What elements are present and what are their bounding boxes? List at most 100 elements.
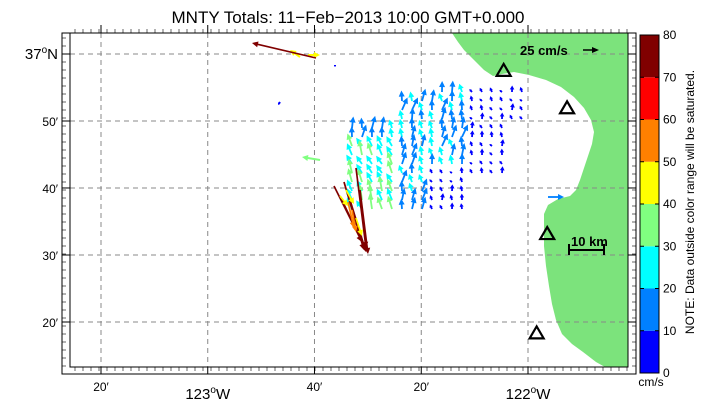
current-vector-head — [479, 148, 485, 153]
current-vector-head — [439, 168, 443, 173]
current-vector-head — [459, 185, 464, 190]
radar-station-icon — [494, 61, 513, 77]
current-vector-head — [421, 178, 428, 186]
current-vector-head — [314, 52, 320, 58]
current-vector-head — [449, 90, 456, 97]
current-vector-head — [349, 116, 356, 123]
colorbar-segment — [640, 77, 659, 120]
lon-tick-label: 20′ — [413, 380, 429, 394]
current-vector-head — [418, 145, 425, 152]
current-vector-head — [418, 119, 424, 126]
current-vector-head — [346, 143, 353, 150]
current-vector-head — [356, 155, 363, 163]
current-vector-head — [429, 168, 433, 172]
current-vector-head — [499, 131, 504, 136]
current-vector-head — [448, 108, 455, 116]
current-vector-head — [450, 116, 457, 123]
current-vector-head — [408, 91, 415, 98]
current-vector-head — [459, 176, 464, 181]
current-vector-head — [449, 80, 456, 87]
current-vector-head — [346, 179, 353, 187]
colorbar-segment — [640, 204, 659, 247]
current-vector-head — [408, 174, 414, 180]
current-vector-head — [361, 124, 368, 132]
current-vector — [355, 217, 362, 233]
lat-tick-label: 50′ — [42, 115, 58, 129]
current-vector-head — [438, 156, 444, 163]
current-vector-head — [499, 107, 502, 110]
current-vector-head — [479, 160, 483, 164]
current-vector-head — [357, 140, 364, 147]
current-vector-head — [499, 160, 503, 164]
current-vector-head — [449, 184, 455, 189]
current-vector-head — [458, 83, 464, 90]
current-vector-head — [479, 98, 482, 101]
colorbar-segment — [640, 246, 659, 289]
colorbar-tick-label: 20 — [663, 282, 677, 296]
current-vector-head — [449, 202, 455, 207]
current-vector-head — [398, 90, 405, 97]
colorbar-tick-label: 70 — [663, 70, 677, 84]
current-vector-head — [469, 130, 475, 135]
current-vector — [347, 201, 355, 225]
colorbar-tick-label: 40 — [663, 197, 677, 211]
map-title: MNTY Totals: 11−Feb−2013 10:00 GMT+0.000 — [172, 8, 525, 27]
current-vector — [355, 167, 367, 245]
current-vector-head — [442, 133, 448, 141]
current-vector-head — [358, 117, 365, 124]
current-vector-head — [386, 136, 392, 143]
current-vector-head — [519, 86, 524, 91]
current-vector-head — [489, 116, 492, 119]
current-vector-head — [366, 135, 373, 143]
current-vector-head — [442, 97, 448, 105]
coastline-land — [452, 33, 628, 367]
current-vector-head — [376, 155, 383, 163]
current-vector-head — [519, 99, 522, 102]
current-vectors — [252, 41, 564, 254]
current-vector-head — [386, 151, 393, 159]
colorbar-segment — [640, 119, 659, 162]
current-vector-head — [489, 169, 493, 173]
current-vector-head — [408, 117, 415, 124]
current-vector-head — [448, 101, 454, 108]
current-vector-head — [356, 200, 363, 207]
current-vector-head — [469, 121, 475, 126]
current-vector-head — [376, 164, 383, 172]
current-vector-head — [448, 154, 455, 161]
current-vector-head — [366, 163, 372, 171]
current-vector-head — [428, 110, 434, 117]
current-vector-head — [386, 159, 393, 167]
current-vector-head — [418, 155, 424, 162]
current-vector-head — [386, 178, 393, 186]
current-vector-head — [469, 140, 474, 145]
lon-tick-label: 123oW — [185, 385, 231, 403]
current-vector-head — [422, 187, 428, 195]
current-vector-head — [346, 168, 353, 175]
current-vector-head — [462, 124, 469, 132]
current-vector-head — [428, 99, 435, 106]
current-vector-head — [398, 135, 405, 142]
current-vector-head — [479, 124, 483, 128]
current-vector-head — [438, 93, 444, 99]
current-vector-head — [366, 142, 373, 149]
reference-vector: 25 cm/s — [520, 43, 599, 58]
current-vector-head — [499, 123, 503, 127]
current-vector-head — [449, 171, 452, 174]
current-vector-head — [489, 152, 492, 155]
current-vector-head — [440, 106, 447, 114]
current-vector-head — [348, 126, 355, 133]
current-vector-head — [489, 131, 494, 135]
current-vector-head — [346, 133, 353, 141]
current-vector-head — [459, 203, 464, 208]
current-vector-head — [519, 116, 522, 119]
current-vector-head — [418, 101, 424, 108]
current-vector-head — [348, 197, 354, 204]
current-vector-head — [479, 112, 485, 117]
current-vector-head — [412, 97, 419, 105]
current-vector-head — [459, 167, 464, 171]
current-vector-head — [388, 119, 394, 126]
current-vector-head — [418, 128, 424, 135]
scale-bar-label: 10 km — [571, 234, 608, 249]
current-vector-head — [499, 96, 503, 100]
